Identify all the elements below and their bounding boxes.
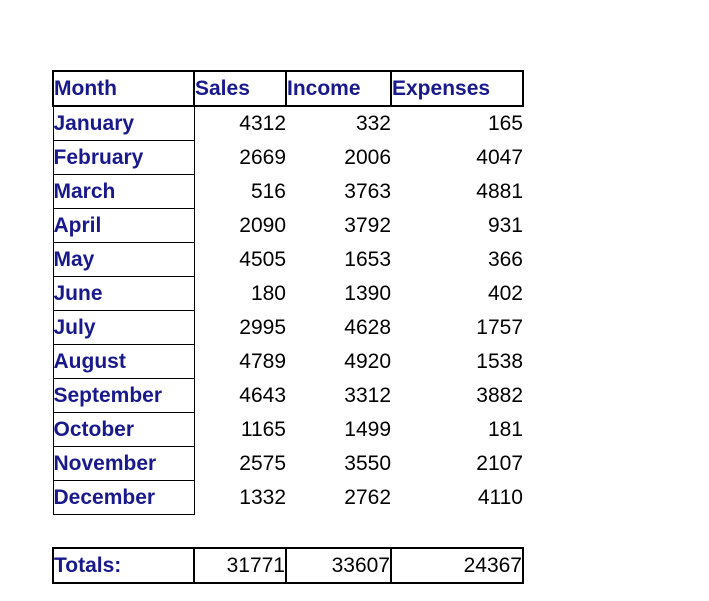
monthly-financials-table: Month Sales Income Expenses January 4312… [52,70,524,584]
spacer-row [53,515,523,548]
income-cell: 1390 [344,282,391,305]
sales-cell: 2090 [239,214,286,237]
income-cell: 3550 [344,452,391,475]
totals-label: Totals: [52,546,195,584]
table-row: November 2575 3550 2107 [52,446,523,481]
sales-cell: 516 [250,180,286,203]
sales-cell: 2669 [239,146,286,169]
table-row: March 516 3763 4881 [52,174,523,209]
expenses-cell: 4110 [477,486,523,509]
data-table: Month Sales Income Expenses January 4312… [52,70,524,584]
expenses-cell: 165 [487,112,523,136]
income-cell: 3792 [344,214,391,237]
sales-cell: 4643 [239,384,286,407]
income-cell: 332 [355,112,391,136]
month-cell: May [52,242,195,277]
table-row: October 1165 1499 181 [52,412,523,447]
income-cell: 2006 [344,146,391,169]
table-row: January 4312 332 165 [52,105,523,141]
income-cell: 4628 [344,316,391,339]
column-header-income: Income [285,70,392,107]
column-header-sales: Sales [193,70,287,107]
table-row: April 2090 3792 931 [52,208,523,243]
expenses-cell: 366 [487,248,523,271]
header-row: Month Sales Income Expenses [52,70,524,107]
month-cell: December [52,480,195,515]
month-cell: September [52,378,195,413]
table-row: December 1332 2762 4110 [52,480,523,515]
month-cell: April [52,208,195,243]
expenses-cell: 4047 [476,146,523,169]
month-cell: March [52,174,195,209]
month-cell: January [52,105,195,141]
sales-cell: 1332 [239,486,286,509]
sales-cell: 1165 [240,418,286,441]
column-header-month: Month [52,70,195,107]
sales-cell: 2995 [239,316,286,339]
month-cell: February [52,140,195,175]
table-row: February 2669 2006 4047 [52,140,523,175]
month-cell: July [52,310,195,345]
totals-expenses-cell: 24367 [390,546,524,584]
expenses-cell: 931 [487,214,523,237]
sales-cell: 4789 [239,350,286,373]
month-cell: November [52,446,195,481]
expenses-cell: 181 [487,418,523,441]
sales-cell: 2575 [239,452,286,475]
sales-cell: 4505 [239,248,286,271]
income-cell: 1499 [344,418,391,441]
totals-income-cell: 33607 [285,546,392,584]
table-row: May 4505 1653 366 [52,242,523,277]
income-cell: 2762 [344,486,391,509]
expenses-cell: 1757 [476,316,523,339]
sales-cell: 4312 [239,112,286,136]
table-row: September 4643 3312 3882 [52,378,523,413]
totals-sales-cell: 31771 [193,546,287,584]
totals-row: Totals: 31771 33607 24367 [52,546,524,584]
sales-cell: 180 [250,282,286,305]
expenses-cell: 3882 [476,384,523,407]
expenses-cell: 1538 [476,350,523,373]
month-cell: August [52,344,195,379]
month-cell: October [52,412,195,447]
income-cell: 3312 [344,384,391,407]
expenses-cell: 402 [487,282,523,305]
expenses-cell: 4881 [476,180,523,203]
table-row: June 180 1390 402 [52,276,523,311]
month-cell: June [52,276,195,311]
column-header-expenses: Expenses [390,70,524,107]
table-row: August 4789 4920 1538 [52,344,523,379]
income-cell: 3763 [344,180,391,203]
income-cell: 1653 [344,248,391,271]
income-cell: 4920 [344,350,391,373]
expenses-cell: 2107 [476,452,523,475]
table-row: July 2995 4628 1757 [52,310,523,345]
